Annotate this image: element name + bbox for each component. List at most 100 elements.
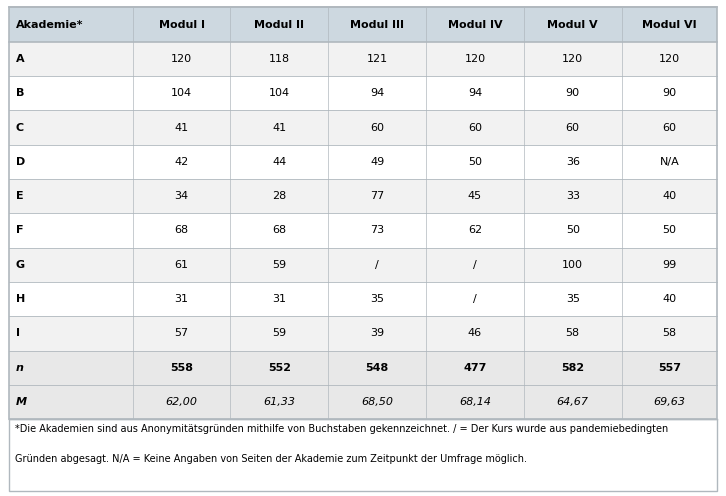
Bar (133, 351, 230, 385)
Bar (9, 351, 133, 385)
Bar (133, 213, 230, 248)
Text: 69,63: 69,63 (653, 397, 685, 407)
Text: 41: 41 (174, 123, 189, 132)
Bar (9, 282, 133, 316)
Text: 548: 548 (366, 363, 389, 372)
Text: 477: 477 (463, 363, 486, 372)
Text: 35: 35 (370, 294, 384, 304)
Bar (328, 316, 426, 351)
Text: 68,50: 68,50 (361, 397, 393, 407)
Text: 104: 104 (171, 88, 192, 98)
Bar (426, 111, 524, 145)
Text: 62,00: 62,00 (166, 397, 197, 407)
Text: 120: 120 (465, 54, 486, 64)
Text: 120: 120 (171, 54, 192, 64)
Text: 41: 41 (272, 123, 287, 132)
Text: N/A: N/A (660, 157, 680, 167)
Bar (133, 42, 230, 76)
Text: 120: 120 (659, 54, 680, 64)
Bar (328, 7, 426, 42)
Text: 60: 60 (370, 123, 384, 132)
Text: 61,33: 61,33 (264, 397, 295, 407)
Text: 58: 58 (662, 328, 677, 338)
Text: 44: 44 (272, 157, 287, 167)
Text: 60: 60 (468, 123, 482, 132)
Text: 60: 60 (662, 123, 677, 132)
Bar (524, 145, 621, 179)
Bar (328, 42, 426, 76)
Text: 50: 50 (662, 226, 677, 236)
Bar (133, 76, 230, 111)
Bar (9, 316, 133, 351)
Text: 64,67: 64,67 (557, 397, 589, 407)
Text: 118: 118 (269, 54, 290, 64)
Bar (230, 316, 328, 351)
Text: Modul I: Modul I (158, 20, 205, 30)
Bar (9, 145, 133, 179)
Bar (9, 385, 133, 419)
Text: 77: 77 (370, 191, 384, 201)
Text: 68: 68 (174, 226, 189, 236)
Bar (328, 213, 426, 248)
Bar (621, 282, 717, 316)
Bar (328, 282, 426, 316)
Bar (133, 385, 230, 419)
Bar (524, 351, 621, 385)
Bar (230, 76, 328, 111)
Bar (426, 76, 524, 111)
Text: D: D (16, 157, 25, 167)
Text: 104: 104 (269, 88, 290, 98)
Text: *Die Akademien sind aus Anonymitätsgründen mithilfe von Buchstaben gekennzeichne: *Die Akademien sind aus Anonymitätsgründ… (15, 424, 668, 434)
Bar (524, 282, 621, 316)
Bar (524, 248, 621, 282)
Text: 94: 94 (468, 88, 482, 98)
Bar (426, 248, 524, 282)
Text: 73: 73 (370, 226, 384, 236)
Text: 50: 50 (566, 226, 580, 236)
Bar (328, 145, 426, 179)
Text: 31: 31 (272, 294, 286, 304)
Text: I: I (16, 328, 20, 338)
Bar (621, 111, 717, 145)
Text: 31: 31 (175, 294, 189, 304)
Text: 552: 552 (268, 363, 291, 372)
Text: G: G (16, 260, 25, 270)
Bar (621, 385, 717, 419)
Text: 68: 68 (272, 226, 287, 236)
Bar (524, 213, 621, 248)
Bar (230, 111, 328, 145)
Bar (230, 42, 328, 76)
Text: /: / (473, 260, 477, 270)
Text: 120: 120 (562, 54, 583, 64)
Bar (426, 42, 524, 76)
Text: Modul VI: Modul VI (642, 20, 697, 30)
Bar (9, 42, 133, 76)
Text: Modul III: Modul III (350, 20, 404, 30)
Text: Gründen abgesagt. N/A = Keine Angaben von Seiten der Akademie zum Zeitpunkt der : Gründen abgesagt. N/A = Keine Angaben vo… (15, 454, 526, 464)
Text: M: M (16, 397, 27, 407)
Text: 558: 558 (170, 363, 193, 372)
Bar (230, 7, 328, 42)
Text: 60: 60 (566, 123, 580, 132)
Bar (230, 385, 328, 419)
Bar (9, 248, 133, 282)
Text: 40: 40 (662, 191, 677, 201)
Bar (328, 111, 426, 145)
Text: 58: 58 (566, 328, 580, 338)
Bar (328, 248, 426, 282)
Text: 582: 582 (561, 363, 584, 372)
Bar (621, 145, 717, 179)
Text: 28: 28 (272, 191, 287, 201)
Bar (328, 76, 426, 111)
Bar (328, 385, 426, 419)
Bar (426, 179, 524, 213)
Bar (426, 351, 524, 385)
Text: Akademie*: Akademie* (16, 20, 83, 30)
Text: 62: 62 (468, 226, 482, 236)
Text: 34: 34 (174, 191, 189, 201)
Bar (524, 111, 621, 145)
Bar (621, 42, 717, 76)
Bar (133, 316, 230, 351)
Bar (621, 351, 717, 385)
Bar (621, 7, 717, 42)
